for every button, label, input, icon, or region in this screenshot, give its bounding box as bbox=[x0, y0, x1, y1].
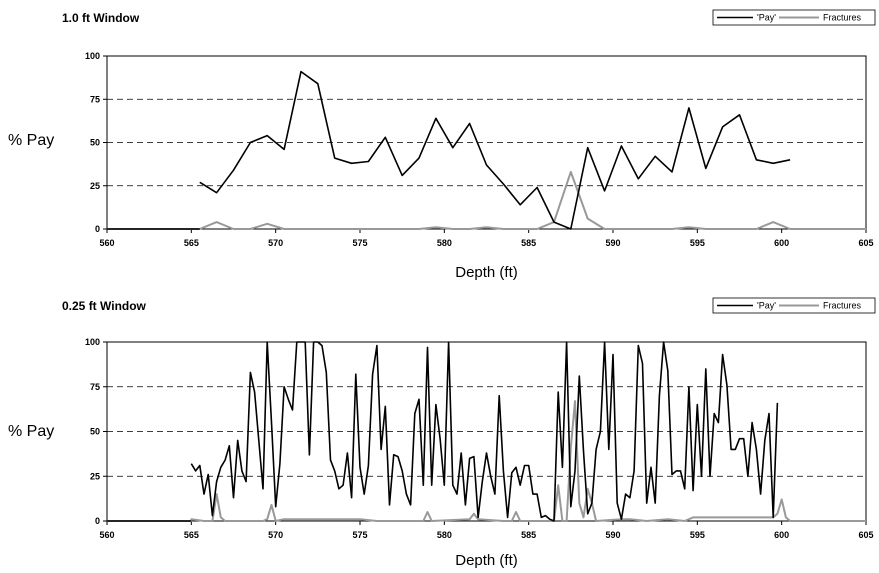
x-tick-label: 565 bbox=[184, 530, 199, 540]
x-tick-label: 570 bbox=[268, 238, 283, 248]
y-tick-label: 100 bbox=[85, 51, 100, 61]
y-axis-label: % Pay bbox=[8, 423, 54, 440]
x-tick-label: 595 bbox=[690, 530, 705, 540]
series-line-pay bbox=[190, 341, 779, 522]
chart-title: 1.0 ft Window bbox=[62, 11, 140, 25]
legend: 'Pay' Fractures bbox=[712, 9, 876, 26]
x-tick-label: 605 bbox=[858, 530, 873, 540]
legend-label-pay: 'Pay' bbox=[757, 13, 776, 23]
y-tick-label: 75 bbox=[90, 94, 100, 104]
x-tick-label: 605 bbox=[858, 238, 873, 248]
x-tick-label: 585 bbox=[521, 238, 536, 248]
x-tick-label: 575 bbox=[352, 530, 367, 540]
x-tick-label: 590 bbox=[605, 530, 620, 540]
x-tick-label: 595 bbox=[690, 238, 705, 248]
y-tick-label: 50 bbox=[90, 138, 100, 148]
y-tick-label: 75 bbox=[90, 382, 100, 392]
legend-label-fractures: Fractures bbox=[823, 301, 862, 311]
plot-frame bbox=[106, 55, 867, 230]
y-tick-label: 0 bbox=[95, 224, 100, 234]
x-tick-label: 580 bbox=[437, 238, 452, 248]
legend: 'Pay' Fractures bbox=[712, 297, 876, 314]
x-tick-label: 590 bbox=[605, 238, 620, 248]
x-tick-label: 560 bbox=[99, 238, 114, 248]
chart-title: 0.25 ft Window bbox=[62, 299, 147, 313]
y-tick-label: 0 bbox=[95, 516, 100, 526]
y-tick-label: 50 bbox=[90, 427, 100, 437]
y-tick-label: 25 bbox=[90, 471, 100, 481]
series-line-pay bbox=[199, 70, 791, 230]
x-tick-label: 580 bbox=[437, 530, 452, 540]
x-tick-label: 560 bbox=[99, 530, 114, 540]
x-tick-label: 575 bbox=[352, 238, 367, 248]
x-tick-label: 570 bbox=[268, 530, 283, 540]
legend-label-pay: 'Pay' bbox=[757, 301, 776, 311]
series-line-fractures bbox=[107, 400, 866, 522]
chart-panel-1: 0.25 ft Window % Pay Depth (ft) 0 25 50 75 100 5… bbox=[8, 297, 876, 569]
y-axis-label: % Pay bbox=[8, 132, 54, 149]
y-tick-label: 100 bbox=[85, 337, 100, 347]
y-tick-label: 25 bbox=[90, 181, 100, 191]
chart-panel-0: 1.0 ft Window % Pay Depth (ft) 0 25 50 75 100 56… bbox=[8, 9, 876, 281]
legend-label-fractures: Fractures bbox=[823, 13, 862, 23]
x-tick-label: 585 bbox=[521, 530, 536, 540]
x-axis-label: Depth (ft) bbox=[455, 552, 518, 569]
x-tick-label: 565 bbox=[184, 238, 199, 248]
series-line-fractures bbox=[107, 170, 866, 230]
x-tick-label: 600 bbox=[774, 530, 789, 540]
x-axis-label: Depth (ft) bbox=[455, 264, 518, 281]
plot-frame bbox=[106, 341, 867, 522]
x-tick-label: 600 bbox=[774, 238, 789, 248]
